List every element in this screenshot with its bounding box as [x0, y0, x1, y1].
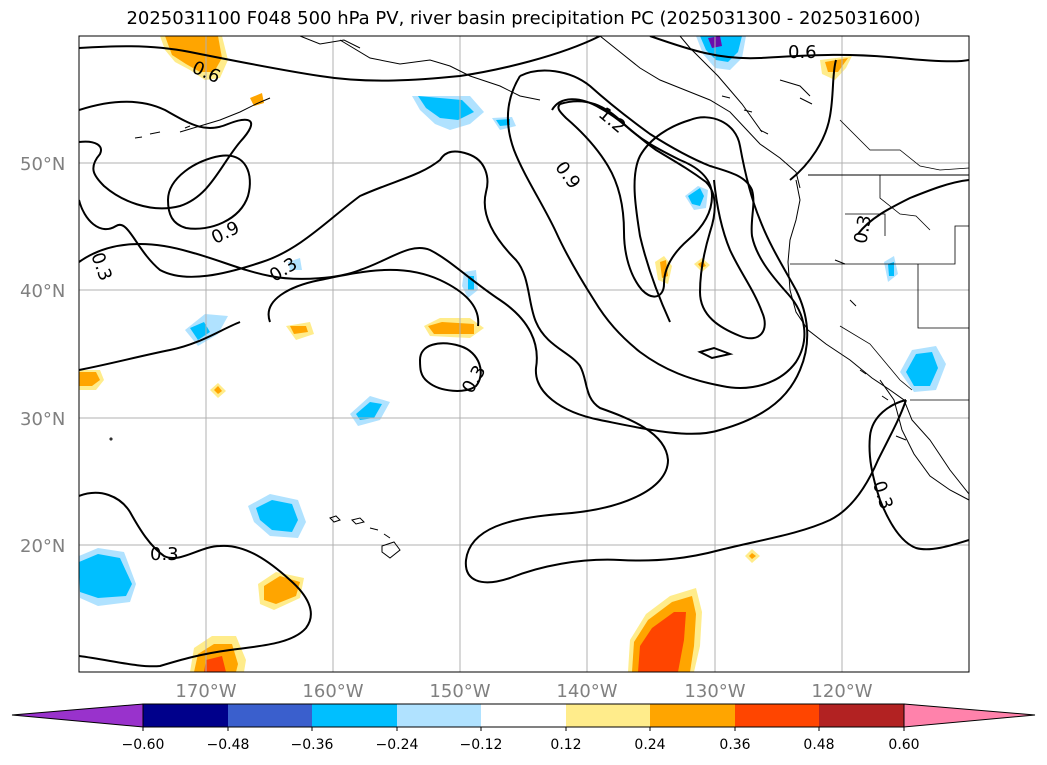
lon-axis-labels: 170°W 160°W 150°W 140°W 130°W 120°W: [175, 681, 872, 702]
neg-anomaly-patch: [256, 500, 298, 532]
neg-anomaly-patch: [288, 258, 302, 270]
lon-label: 160°W: [302, 681, 363, 702]
pv-contour: [79, 321, 241, 371]
lat-axis-labels: 50°N 40°N 30°N 20°N: [20, 154, 65, 557]
colorbar-cell: [143, 704, 228, 727]
colorbar-tick-label: 0.24: [634, 737, 665, 753]
colorbar-cell: [735, 704, 819, 727]
graticule: [79, 36, 969, 672]
colorbar-tick-label: −0.24: [376, 737, 419, 753]
pos-anomaly-patch: [165, 36, 222, 72]
pv-contours: [79, 36, 969, 668]
pv-contour: [79, 491, 312, 668]
pv-contour: [79, 116, 809, 435]
pos-anomaly-patch: [749, 553, 756, 559]
colorbar-tick-label: −0.36: [291, 737, 334, 753]
pv-contour: [267, 268, 480, 327]
colorbar-cell: [566, 704, 650, 727]
neg-anomaly-patch: [688, 188, 704, 206]
lat-label: 30°N: [20, 409, 65, 430]
pv-contour: [649, 36, 969, 63]
pv-contour: [79, 36, 601, 82]
neg-anomaly-patch: [79, 554, 132, 598]
pos-anomaly-patch: [638, 612, 686, 672]
colorbar: −0.60 −0.48 −0.36 −0.24 −0.12 0.12 0.24 …: [11, 703, 1036, 753]
pos-anomaly-patch: [250, 93, 264, 106]
lat-label: 40°N: [20, 281, 65, 302]
colorbar-cell: [397, 704, 481, 727]
pos-anomaly-patch: [290, 326, 308, 334]
pos-anomaly-patch: [428, 322, 474, 334]
colorbar-cell: [819, 704, 904, 727]
lon-label: 140°W: [556, 681, 617, 702]
pos-anomaly-patch: [214, 386, 222, 394]
neg-anomaly-patch: [356, 402, 382, 420]
colorbar-tick-label: 0.48: [803, 737, 834, 753]
lon-label: 150°W: [429, 681, 490, 702]
lon-label: 170°W: [175, 681, 236, 702]
pv-contour: [166, 154, 251, 230]
pv-contour: [79, 150, 907, 584]
contour-label: 0.3: [150, 544, 179, 565]
neg-anomaly-patch: [906, 352, 938, 386]
contour-label: 0.6: [788, 42, 817, 63]
plot-area: [79, 36, 969, 672]
colorbar-tick-label: 0.36: [719, 737, 750, 753]
colorbar-tick-label: −0.12: [460, 737, 503, 753]
neg-anomaly-patch: [888, 262, 894, 276]
pos-anomaly-patch: [79, 372, 100, 386]
pos-anomaly-patch: [264, 576, 300, 604]
lat-label: 20°N: [20, 536, 65, 557]
colorbar-cell: [650, 704, 735, 727]
colorbar-cell: [481, 704, 566, 727]
pv-contour: [789, 59, 837, 181]
colorbar-cell: [312, 704, 397, 727]
neg-anomaly-patch: [190, 322, 210, 340]
pv-contour: [868, 399, 969, 551]
precipitation-shading: [79, 36, 946, 672]
colorbar-tick-label: −0.48: [207, 737, 250, 753]
contour-label: 0.3: [850, 213, 876, 245]
colorbar-extend-low: [11, 703, 144, 728]
colorbar-cell: [228, 704, 312, 727]
lat-label: 50°N: [20, 154, 65, 175]
colorbar-tick-label: 0.12: [550, 737, 581, 753]
pv-contour: [79, 100, 253, 210]
colorbar-tick-label: −0.60: [122, 737, 165, 753]
colorbar-tick-label: 0.60: [888, 737, 919, 753]
plot-frame: [78, 35, 970, 673]
lon-label: 120°W: [811, 681, 872, 702]
neg-anomaly-patch: [496, 119, 510, 126]
pv-contour: [697, 346, 734, 360]
pv-contour: [506, 69, 806, 389]
pv-contour: [418, 342, 482, 392]
map-title: 2025031100 F048 500 hPa PV, river basin …: [126, 8, 921, 29]
pv-contour: [857, 179, 969, 235]
pos-anomaly-patch: [204, 656, 226, 672]
lon-label: 130°W: [684, 681, 745, 702]
pv-contour: [557, 100, 714, 298]
colorbar-extend-high: [903, 703, 1036, 728]
